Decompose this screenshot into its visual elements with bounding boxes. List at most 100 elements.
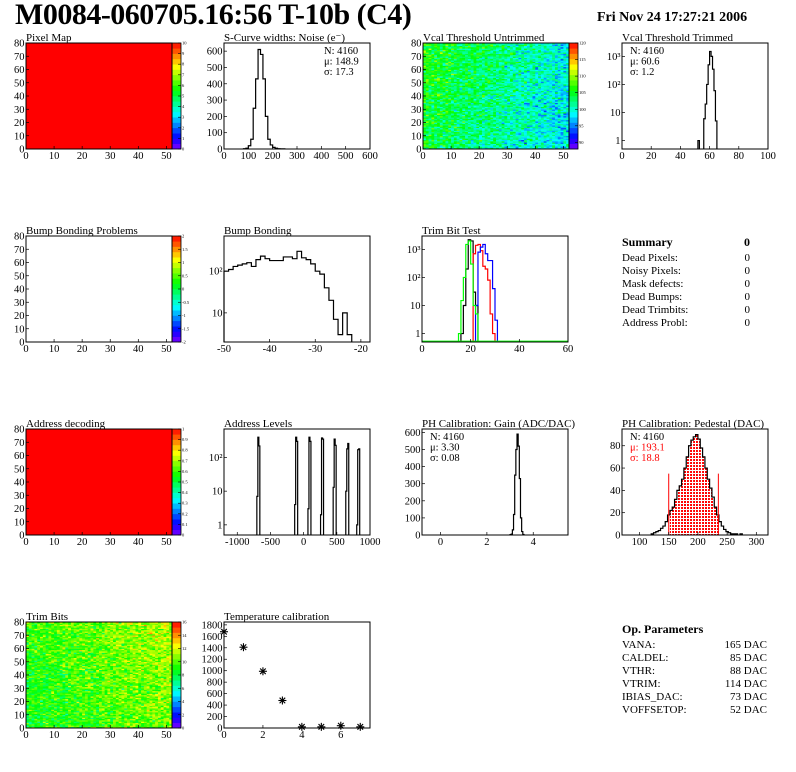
heatmap-cell bbox=[515, 97, 519, 99]
heatmap-cell bbox=[532, 97, 536, 99]
heatmap-cell bbox=[507, 121, 511, 123]
heatmap-cell bbox=[459, 107, 463, 110]
heatmap-cell bbox=[549, 113, 553, 115]
heatmap-cell bbox=[445, 90, 449, 93]
heatmap-cell bbox=[473, 138, 477, 141]
heatmap-cell bbox=[31, 710, 35, 713]
heatmap-cell bbox=[521, 122, 525, 125]
heatmap-cell bbox=[467, 68, 472, 70]
heatmap-cell bbox=[487, 82, 491, 85]
heatmap-cell bbox=[560, 58, 564, 61]
heatmap-cell bbox=[437, 123, 441, 126]
heatmap-cell bbox=[484, 119, 488, 122]
heatmap-cell bbox=[538, 101, 542, 103]
heatmap-cell bbox=[431, 70, 435, 73]
chart-title: Vcal Threshold Untrimmed bbox=[423, 32, 545, 44]
heatmap-cell bbox=[515, 109, 519, 111]
heatmap-cell bbox=[437, 73, 441, 76]
heatmap-cell bbox=[498, 119, 502, 122]
heatmap-cell bbox=[437, 92, 441, 94]
heatmap-cell bbox=[566, 45, 570, 48]
heatmap-cell bbox=[504, 105, 508, 107]
colorbar-band bbox=[172, 69, 181, 76]
heatmap-cell bbox=[451, 101, 455, 103]
heatmap-cell bbox=[557, 46, 561, 49]
heatmap-cell bbox=[515, 107, 519, 110]
colorbar-band bbox=[172, 294, 181, 300]
heatmap-cell bbox=[465, 74, 469, 77]
heatmap-cell bbox=[546, 45, 550, 48]
heatmap-cell bbox=[445, 62, 449, 65]
heatmap-cell bbox=[501, 115, 505, 118]
heatmap-cell bbox=[552, 129, 556, 131]
heatmap-cell bbox=[526, 118, 530, 121]
heatmap-cell bbox=[442, 122, 446, 125]
heatmap-cell bbox=[490, 78, 494, 81]
heatmap-cell bbox=[512, 131, 516, 134]
heatmap-cell bbox=[431, 89, 435, 92]
heatmap-cell bbox=[507, 58, 511, 61]
heatmap-cell bbox=[563, 80, 567, 82]
heatmap-cell bbox=[518, 66, 522, 69]
heatmap-cell bbox=[26, 672, 30, 674]
heatmap-cell bbox=[26, 622, 30, 624]
colorbar-tick-label: -1.5 bbox=[182, 326, 190, 331]
heatmap-cell bbox=[437, 146, 441, 148]
heatmap-cell bbox=[437, 117, 441, 119]
heatmap-cell bbox=[566, 102, 570, 105]
heatmap-cell bbox=[476, 131, 480, 134]
heatmap-cell bbox=[507, 113, 511, 115]
colorbar-band bbox=[172, 434, 181, 440]
heatmap-cell bbox=[487, 129, 491, 131]
heatmap-cell bbox=[515, 58, 519, 61]
heatmap-cell bbox=[563, 122, 567, 125]
heatmap-cell bbox=[473, 90, 477, 93]
heatmap-cell bbox=[538, 98, 542, 101]
heatmap-cell bbox=[526, 141, 530, 143]
heatmap-cell bbox=[518, 68, 522, 70]
heatmap-cell bbox=[34, 631, 38, 633]
heatmap-cell bbox=[37, 702, 41, 705]
heatmap-cell bbox=[554, 53, 559, 56]
heatmap-cell bbox=[498, 113, 502, 115]
heatmap-cell bbox=[496, 70, 500, 73]
heatmap-cell bbox=[479, 117, 483, 119]
heatmap-cell bbox=[546, 115, 550, 118]
heatmap-cell bbox=[462, 54, 466, 57]
heatmap-cell bbox=[507, 62, 511, 65]
heatmap-cell bbox=[524, 65, 528, 68]
heatmap-cell bbox=[31, 622, 35, 624]
x-tick-label: 10 bbox=[49, 344, 60, 355]
heatmap-cell bbox=[563, 86, 567, 89]
heatmap-cell bbox=[434, 94, 438, 97]
heatmap-cell bbox=[465, 99, 469, 102]
heatmap-cell bbox=[524, 134, 528, 137]
heatmap-cell bbox=[428, 72, 432, 74]
heatmap-cell bbox=[437, 129, 441, 131]
heatmap-cell bbox=[467, 147, 472, 150]
heatmap-cell bbox=[498, 50, 502, 53]
heatmap-cell bbox=[515, 121, 519, 123]
heatmap-cell bbox=[434, 96, 438, 98]
heatmap-cell bbox=[532, 80, 536, 82]
heatmap-cell bbox=[448, 69, 452, 72]
heatmap-cell bbox=[434, 135, 438, 138]
heatmap-cell bbox=[431, 52, 435, 54]
colorbar-tick-label: 0.5 bbox=[182, 273, 188, 278]
heatmap-cell bbox=[496, 101, 500, 103]
heatmap-cell bbox=[445, 146, 449, 148]
heatmap-cell bbox=[442, 89, 446, 92]
heatmap-cell bbox=[563, 72, 567, 74]
heatmap-cell bbox=[521, 78, 525, 81]
heatmap-cell bbox=[34, 624, 38, 627]
heatmap-cell bbox=[437, 62, 441, 65]
heatmap-cell bbox=[487, 65, 491, 68]
heatmap-cell bbox=[456, 48, 460, 50]
heatmap-cell bbox=[504, 145, 508, 147]
heatmap-cell bbox=[451, 143, 455, 146]
heatmap-cell bbox=[487, 126, 491, 129]
heatmap-cell bbox=[442, 143, 446, 146]
heatmap-cell bbox=[487, 94, 491, 97]
heatmap-cell bbox=[540, 81, 545, 84]
heatmap-cell bbox=[521, 54, 525, 57]
